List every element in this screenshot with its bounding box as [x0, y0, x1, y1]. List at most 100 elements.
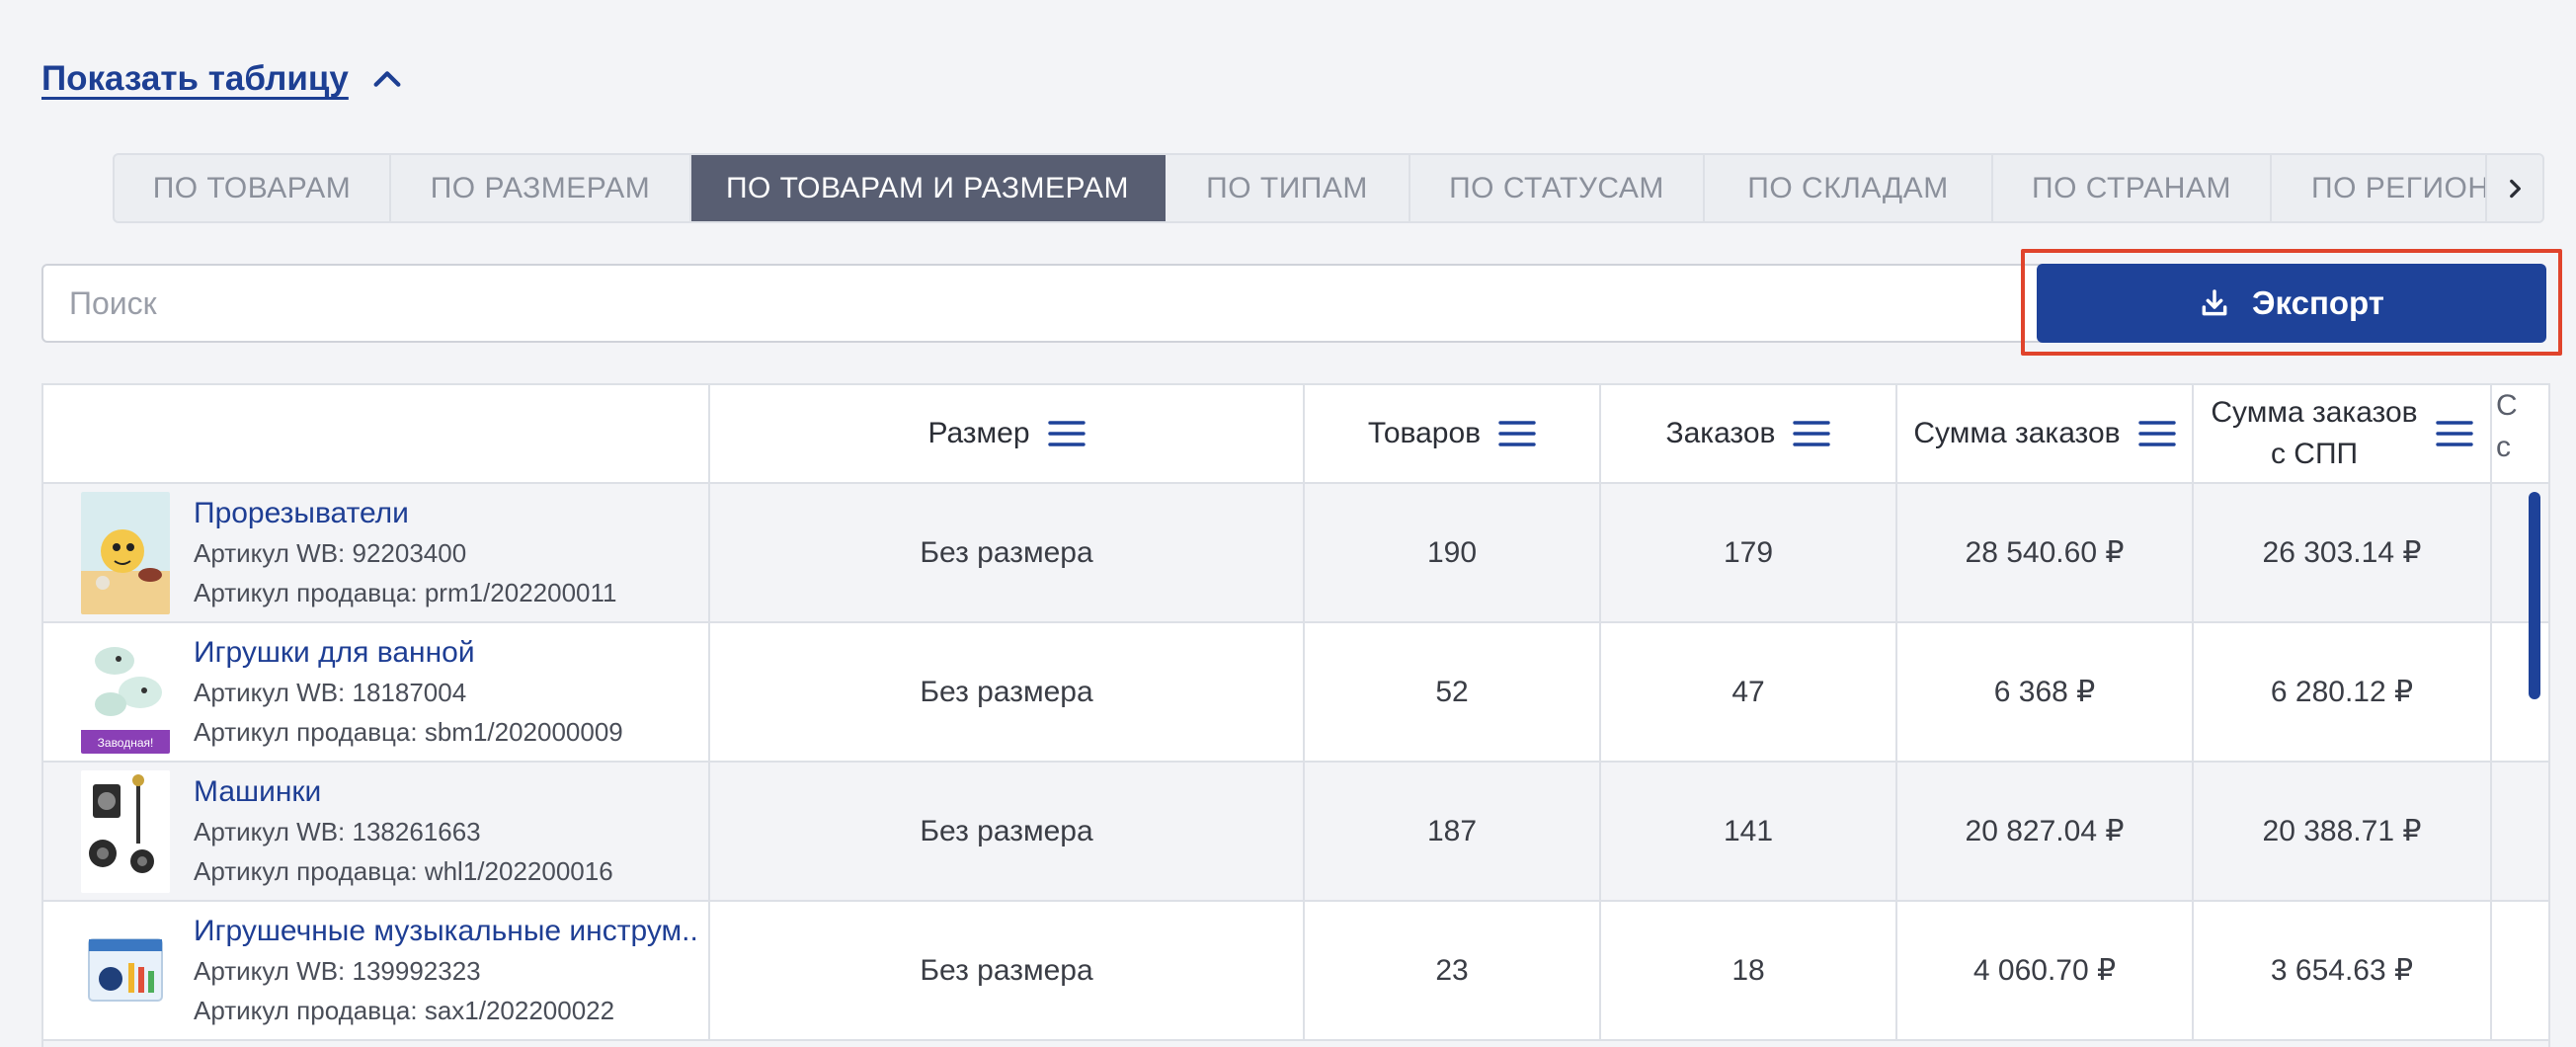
product-seller-article: Артикул продавца: sax1/202200022 [194, 995, 615, 1025]
table-vertical-scrollbar[interactable] [2529, 492, 2540, 699]
header-next-column-clipped: С с [2492, 385, 2548, 482]
product-cell: Машинки Артикул WB: 138261663 Артикул пр… [43, 763, 710, 900]
order-sum-cell: 6 368 ₽ [1897, 623, 2194, 761]
product-info: Игрушечные музыкальные инструм.. Артикул… [194, 915, 698, 1027]
header-order-sum-spp-label: Сумма заказов с СПП [2211, 392, 2417, 475]
show-table-label[interactable]: Показать таблицу [41, 59, 349, 98]
orders-cell: 141 [1601, 763, 1897, 900]
product-wb-article: Артикул WB: 18187004 [194, 677, 467, 707]
header-goods-label: Товаров [1367, 417, 1482, 449]
search-input[interactable] [41, 264, 2066, 343]
download-icon [2202, 289, 2227, 316]
size-cell: Без размера [710, 623, 1305, 761]
product-thumbnail[interactable] [81, 909, 170, 1032]
column-menu-icon[interactable] [1047, 419, 1086, 448]
table-row[interactable]: Прорезыватели Артикул WB: 92203400 Артик… [43, 484, 2548, 623]
product-name-link[interactable]: Машинки [194, 774, 322, 808]
order-sum-spp-cell: 6 280.12 ₽ [2194, 623, 2492, 761]
goods-cell: 190 [1305, 484, 1601, 621]
music-toy-image [81, 909, 170, 1032]
toy-cars-image [81, 769, 170, 893]
header-clipped-line2: с [2496, 431, 2511, 463]
bath-toy-image: Заводная! [81, 630, 170, 754]
header-order-sum-spp-line1: Сумма заказов [2211, 396, 2418, 429]
product-thumbnail[interactable]: Заводная! [81, 630, 170, 754]
goods-cell: 23 [1305, 902, 1601, 1039]
header-size-label: Размер [927, 417, 1030, 449]
product-wb-article: Артикул WB: 139992323 [194, 955, 481, 986]
tab-by-types[interactable]: ПО ТИПАМ [1166, 155, 1410, 221]
tab-by-sizes[interactable]: ПО РАЗМЕРАМ [391, 155, 691, 221]
clipped-cell [2492, 484, 2548, 621]
tab-by-goods[interactable]: ПО ТОВАРАМ [115, 155, 391, 221]
tab-by-countries[interactable]: ПО СТРАНАМ [1993, 155, 2272, 221]
product-info: Машинки Артикул WB: 138261663 Артикул пр… [194, 775, 613, 888]
header-order-sum-spp[interactable]: Сумма заказов с СПП [2194, 385, 2492, 482]
product-wb-article: Артикул WB: 138261663 [194, 816, 481, 846]
goods-cell: 52 [1305, 623, 1601, 761]
goods-cell: 187 [1305, 763, 1601, 900]
product-seller-article: Артикул продавца: sbm1/202000009 [194, 716, 623, 747]
product-cell: Заводная! Игрушки для ванной Артикул WB:… [43, 623, 710, 761]
size-cell: Без размера [710, 763, 1305, 900]
product-wb-article: Артикул WB: 92203400 [194, 537, 467, 568]
thumb-badge-text: Заводная! [98, 736, 154, 750]
orders-cell: 47 [1601, 623, 1897, 761]
product-seller-article: Артикул продавца: whl1/202200016 [194, 855, 613, 886]
table-row[interactable]: Заводная! Игрушки для ванной Артикул WB:… [43, 623, 2548, 763]
order-sum-spp-cell: 20 388.71 ₽ [2194, 763, 2492, 900]
header-order-sum[interactable]: Сумма заказов [1897, 385, 2194, 482]
order-sum-cell: 20 827.04 ₽ [1897, 763, 2194, 900]
chevron-right-icon [2510, 179, 2521, 198]
header-size[interactable]: Размер [710, 385, 1305, 482]
product-cell: Прорезыватели Артикул WB: 92203400 Артик… [43, 484, 710, 621]
data-table: Размер Товаров Заказов Сумма заказов Сум… [41, 383, 2550, 1047]
product-cell: Игрушечные музыкальные инструм.. Артикул… [43, 902, 710, 1039]
header-order-sum-label: Сумма заказов [1913, 417, 2121, 449]
product-info: Игрушки для ванной Артикул WB: 18187004 … [194, 636, 623, 749]
table-header: Размер Товаров Заказов Сумма заказов Сум… [43, 385, 2548, 484]
column-menu-icon[interactable] [2435, 419, 2473, 448]
product-thumbnail[interactable] [81, 769, 170, 893]
export-label: Экспорт [2252, 284, 2384, 321]
teether-image [81, 491, 170, 614]
tab-by-warehouses[interactable]: ПО СКЛАДАМ [1705, 155, 1993, 221]
column-menu-icon[interactable] [1498, 419, 1536, 448]
export-button[interactable]: Экспорт [2037, 264, 2546, 343]
order-sum-cell: 28 540.60 ₽ [1897, 484, 2194, 621]
header-order-sum-spp-line2: с СПП [2270, 438, 2359, 470]
header-product [43, 385, 710, 482]
product-name-link[interactable]: Игрушечные музыкальные инструм.. [194, 914, 698, 947]
product-name-link[interactable]: Прорезыватели [194, 496, 409, 529]
show-table-toggle[interactable]: Показать таблицу [41, 59, 404, 99]
orders-cell: 18 [1601, 902, 1897, 1039]
clipped-cell [2492, 902, 2548, 1039]
size-cell: Без размера [710, 484, 1305, 621]
order-sum-spp-cell: 3 654.63 ₽ [2194, 902, 2492, 1039]
header-clipped-line1: С [2496, 389, 2518, 422]
column-menu-icon[interactable] [1793, 419, 1831, 448]
table-row[interactable]: Игрушечные музыкальные инструм.. Артикул… [43, 902, 2548, 1041]
chevron-up-icon[interactable] [370, 62, 404, 96]
header-orders[interactable]: Заказов [1601, 385, 1897, 482]
table-row[interactable] [43, 1041, 2548, 1047]
product-thumbnail[interactable] [81, 491, 170, 614]
product-seller-article: Артикул продавца: prm1/202200011 [194, 577, 617, 607]
table-row[interactable]: Машинки Артикул WB: 138261663 Артикул пр… [43, 763, 2548, 902]
order-sum-cell: 4 060.70 ₽ [1897, 902, 2194, 1039]
tab-by-statuses[interactable]: ПО СТАТУСАМ [1410, 155, 1705, 221]
tab-by-goods-and-sizes[interactable]: ПО ТОВАРАМ И РАЗМЕРАМ [691, 155, 1166, 221]
header-orders-label: Заказов [1665, 417, 1776, 449]
tabs-scroll-right-button[interactable] [2485, 155, 2542, 221]
column-menu-icon[interactable] [2137, 419, 2176, 448]
header-goods[interactable]: Товаров [1305, 385, 1601, 482]
orders-cell: 179 [1601, 484, 1897, 621]
product-name-link[interactable]: Игрушки для ванной [194, 635, 475, 669]
view-tabs: ПО ТОВАРАМ ПО РАЗМЕРАМ ПО ТОВАРАМ И РАЗМ… [113, 153, 2544, 223]
product-info: Прорезыватели Артикул WB: 92203400 Артик… [194, 497, 617, 609]
order-sum-spp-cell: 26 303.14 ₽ [2194, 484, 2492, 621]
clipped-cell [2492, 763, 2548, 900]
size-cell: Без размера [710, 902, 1305, 1039]
clipped-cell [2492, 623, 2548, 761]
